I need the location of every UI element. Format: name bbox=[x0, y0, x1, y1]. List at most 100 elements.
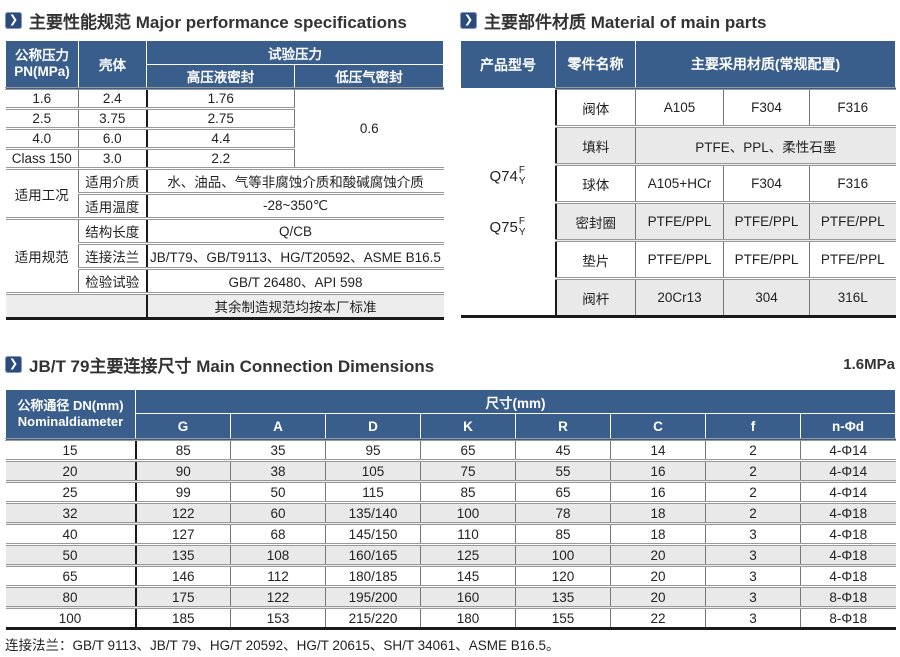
dimension-cell: 2 bbox=[705, 501, 801, 524]
table-row: 1.6 2.4 1.76 0.6 bbox=[5, 87, 444, 169]
dimension-cell: 160 bbox=[420, 585, 516, 608]
material-cell: 304 bbox=[723, 277, 810, 317]
dimension-cell: 122 bbox=[230, 585, 326, 608]
info-value: -28~350℃ bbox=[146, 192, 444, 219]
dimension-cell: 3 bbox=[705, 585, 801, 608]
table-row: 65 146 112 180/185 145 120 20 3 4-Φ18 bbox=[5, 564, 896, 587]
info-label: 适用介质 bbox=[78, 167, 148, 194]
table-row: 15 85 35 95 65 45 14 2 4-Φ14 bbox=[5, 438, 896, 461]
column-header-nd: n-Φd bbox=[800, 413, 896, 440]
info-label: 连接法兰 bbox=[78, 242, 148, 269]
perf-header-shell: 壳体 bbox=[78, 40, 147, 89]
table-row: 20 90 38 105 75 55 16 2 4-Φ14 bbox=[5, 459, 896, 482]
dimension-cell: 120 bbox=[515, 564, 611, 587]
high-seal-cell: 2.75 bbox=[146, 107, 295, 129]
dimension-cell: 4-Φ18 bbox=[800, 501, 896, 524]
table-row: 适用工况 适用介质 水、油品、气等非腐蚀介质和酸碱腐蚀介质 bbox=[5, 167, 444, 219]
material-cell: PTFE、PPL、柔性石墨 bbox=[635, 125, 896, 165]
table-row: 密封圈 PTFE/PPL PTFE/PPL PTFE/PPL bbox=[461, 201, 896, 241]
dimension-cell: 60 bbox=[230, 501, 326, 524]
part-name-cell: 垫片 bbox=[555, 239, 636, 279]
dimension-cell: 90 bbox=[135, 459, 231, 482]
materials-title: ❯ 主要部件材质 Material of main parts bbox=[460, 8, 895, 32]
part-name-cell: 球体 bbox=[555, 163, 636, 203]
dn-column-header: 公称通径 DN(mm) Nominaldiameter bbox=[5, 389, 136, 440]
dimension-cell: 68 bbox=[230, 522, 326, 545]
table-row: 适用规范 结构长度 Q/CB bbox=[5, 217, 444, 294]
mat-header-part: 零件名称 bbox=[555, 40, 636, 89]
dimension-cell: 135/140 bbox=[325, 501, 421, 524]
dn-cell: 65 bbox=[5, 564, 137, 587]
chevron-icon: ❯ bbox=[5, 356, 22, 373]
performance-title: ❯ 主要性能规范 Major performance specification… bbox=[5, 8, 443, 32]
product-model-cell: Q74 F Y Q75 F Y bbox=[460, 88, 557, 317]
dimension-cell: 20 bbox=[610, 564, 706, 587]
material-cell: A105 bbox=[635, 87, 724, 127]
dn-cell: 40 bbox=[5, 522, 137, 545]
part-name-cell: 阀体 bbox=[555, 87, 636, 127]
dimension-cell: 135 bbox=[135, 543, 231, 566]
table-row: 25 99 50 115 85 65 16 2 4-Φ14 bbox=[5, 480, 896, 503]
dimension-cell: 122 bbox=[135, 501, 231, 524]
table-row: 阀杆 20Cr13 304 316L bbox=[461, 277, 896, 317]
mat-header-material: 主要采用材质(常规配置) bbox=[635, 40, 896, 89]
chevron-icon: ❯ bbox=[460, 11, 477, 29]
dimension-cell: 145/150 bbox=[325, 522, 421, 545]
dimension-cell: 2 bbox=[705, 480, 801, 503]
product-model: Q75 F Y bbox=[489, 216, 526, 238]
table-row: 检验试验 GB/T 26480、API 598 bbox=[6, 267, 444, 294]
dimensions-title: ❯ JB/T 79主要连接尺寸 Main Connection Dimensio… bbox=[5, 352, 434, 377]
material-cell: 20Cr13 bbox=[635, 277, 724, 317]
column-header-g: G bbox=[135, 413, 231, 440]
dn-cell: 50 bbox=[5, 543, 137, 566]
shell-cell: 3.0 bbox=[78, 147, 148, 169]
specs-group-label: 适用规范 bbox=[5, 217, 79, 294]
pn-cell: 1.6 bbox=[5, 87, 79, 109]
table-row: 垫片 PTFE/PPL PTFE/PPL PTFE/PPL bbox=[461, 239, 896, 279]
dimension-cell: 22 bbox=[610, 606, 706, 629]
material-cell: PTFE/PPL bbox=[635, 239, 724, 279]
dimension-cell: 2 bbox=[705, 438, 801, 461]
dimension-cell: 18 bbox=[610, 522, 706, 545]
dimension-cell: 110 bbox=[420, 522, 516, 545]
perf-header-low-seal: 低压气密封 bbox=[294, 64, 444, 89]
low-seal-cell: 0.6 bbox=[294, 87, 444, 169]
dimension-cell: 2 bbox=[705, 459, 801, 482]
material-cell: F316 bbox=[809, 163, 896, 203]
dimension-cell: 195/200 bbox=[325, 585, 421, 608]
dimension-cell: 75 bbox=[420, 459, 516, 482]
pn-cell: Class 150 bbox=[5, 147, 79, 169]
dimension-cell: 55 bbox=[515, 459, 611, 482]
dimension-cell: 153 bbox=[230, 606, 326, 629]
dimension-cell: 85 bbox=[420, 480, 516, 503]
dimensions-section: ❯ JB/T 79主要连接尺寸 Main Connection Dimensio… bbox=[5, 352, 896, 630]
materials-table: 产品型号 零件名称 主要采用材质(常规配置) Q74 F Y Q75 F Y bbox=[460, 40, 896, 318]
table-row: Class 150 3.0 2.2 bbox=[5, 147, 444, 169]
dimension-cell: 20 bbox=[610, 543, 706, 566]
dimension-cell: 155 bbox=[515, 606, 611, 629]
table-row: 适用温度 -28~350℃ bbox=[6, 192, 444, 219]
dn-cell: 80 bbox=[5, 585, 137, 608]
dimension-cell: 99 bbox=[135, 480, 231, 503]
material-cell: PTFE/PPL bbox=[809, 201, 896, 241]
dimension-cell: 146 bbox=[135, 564, 231, 587]
dimension-cell: 95 bbox=[325, 438, 421, 461]
dimension-cell: 4-Φ14 bbox=[800, 438, 896, 461]
info-value: Q/CB bbox=[146, 217, 444, 244]
dimension-cell: 4-Φ14 bbox=[800, 459, 896, 482]
dimension-cell: 180 bbox=[420, 606, 516, 629]
dimension-cell: 4-Φ18 bbox=[800, 564, 896, 587]
table-row: 32 122 60 135/140 100 78 18 2 4-Φ18 bbox=[5, 501, 896, 524]
dimension-cell: 16 bbox=[610, 459, 706, 482]
dimension-cell: 35 bbox=[230, 438, 326, 461]
dimension-cell: 105 bbox=[325, 459, 421, 482]
perf-header-pn: 公称压力 PN(MPa) bbox=[5, 40, 79, 89]
dimension-cell: 78 bbox=[515, 501, 611, 524]
dimension-cell: 3 bbox=[705, 543, 801, 566]
material-cell: PTFE/PPL bbox=[809, 239, 896, 279]
material-cell: PTFE/PPL bbox=[723, 239, 810, 279]
shell-cell: 3.75 bbox=[78, 107, 148, 129]
table-row: 50 135 108 160/165 125 100 20 3 4-Φ18 bbox=[5, 543, 896, 566]
dimension-cell: 145 bbox=[420, 564, 516, 587]
perf-footer-note: 其余制造规范均按本厂标准 bbox=[146, 292, 444, 319]
